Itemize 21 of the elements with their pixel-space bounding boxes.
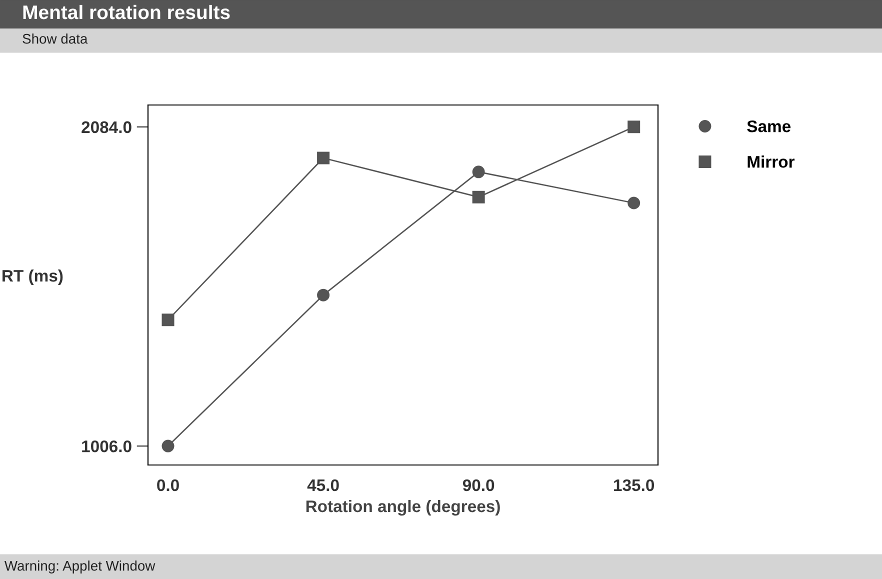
point: [628, 196, 640, 210]
point: [628, 120, 640, 134]
point: [317, 152, 330, 164]
legend-label: Mirror: [748, 156, 795, 168]
y-tick-label: 2084.0: [82, 121, 132, 134]
text: Warning: Applet Window: [4, 560, 156, 574]
x-tick-label: 0.0: [157, 479, 179, 492]
point: [317, 288, 330, 302]
chart-title: Mental rotation results: [23, 4, 230, 20]
text: Show data: [22, 34, 88, 44]
point: [472, 166, 485, 178]
x-tick-label: 135.0: [614, 479, 654, 492]
legend-label: Same: [747, 120, 791, 132]
x-axis-title: Rotation angle (degrees): [306, 500, 500, 516]
x-tick-label: 45.0: [307, 479, 339, 492]
point: [472, 190, 485, 204]
x-tick-label: 90.0: [462, 479, 494, 492]
y-axis-title: RT (ms): [2, 269, 63, 285]
point: [162, 440, 174, 452]
y-tick-label: 1006.0: [82, 440, 132, 452]
point: [162, 314, 174, 326]
